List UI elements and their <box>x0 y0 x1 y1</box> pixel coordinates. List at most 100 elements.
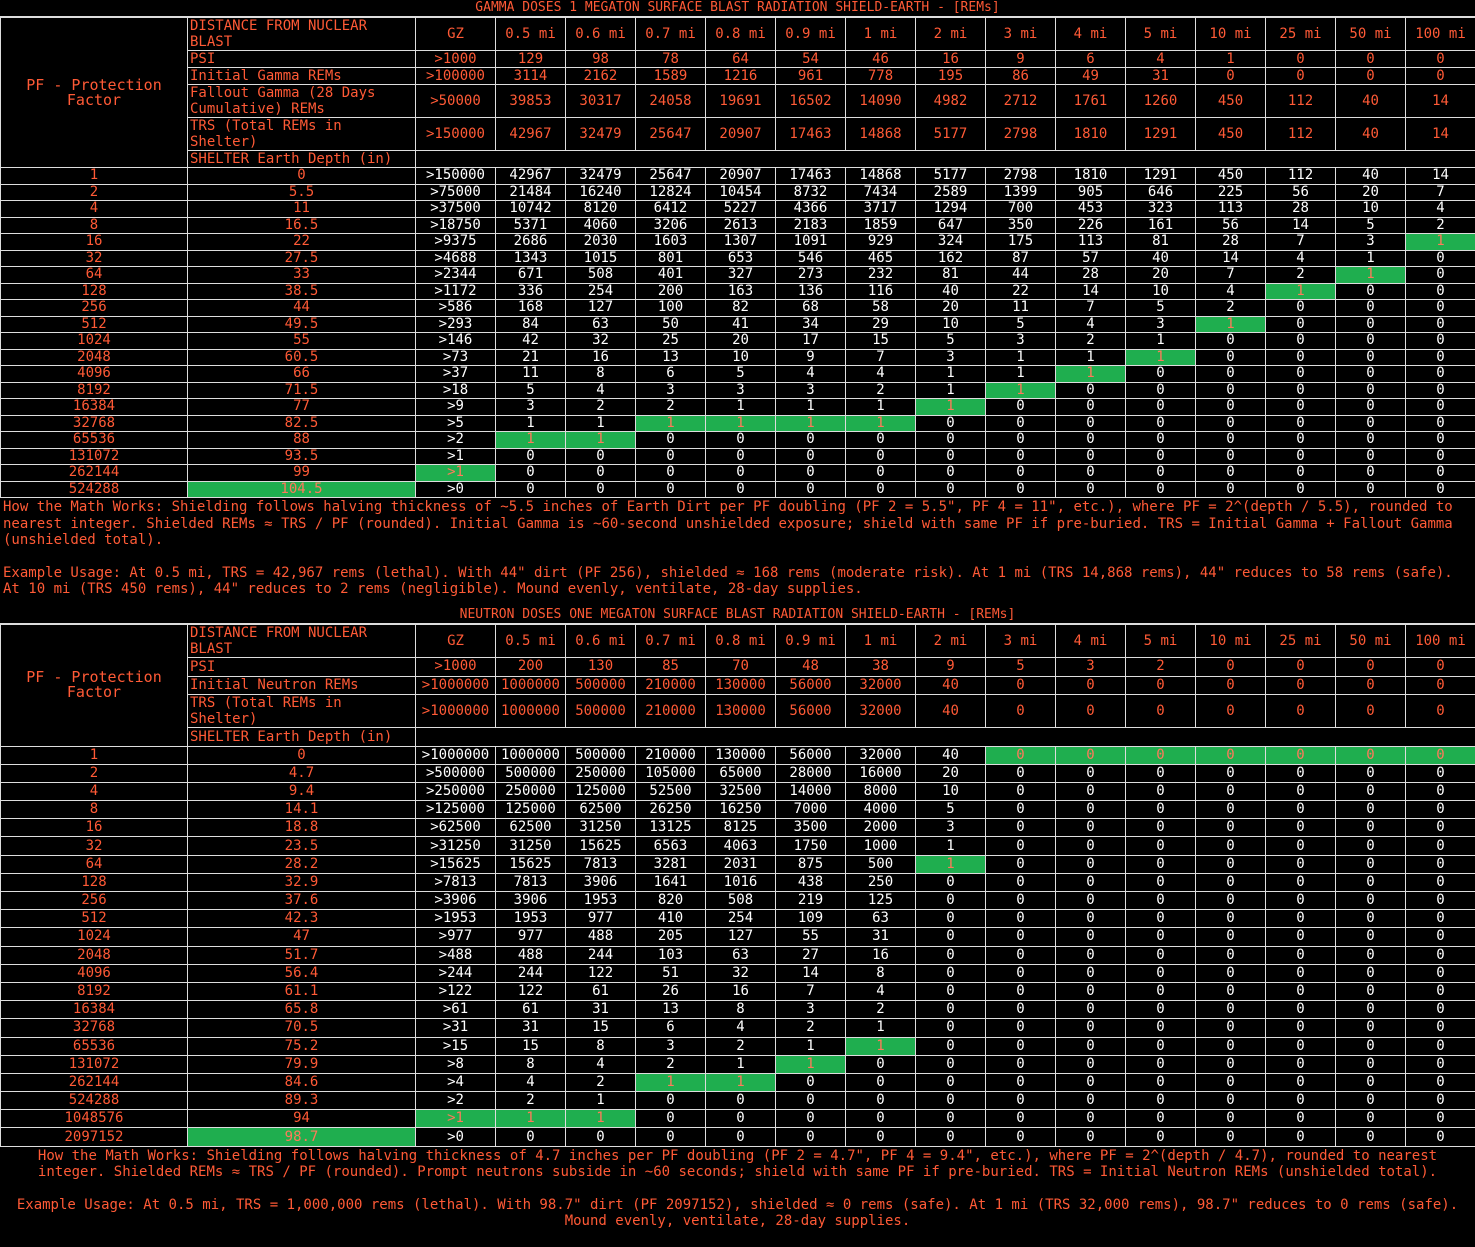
dose-value: 3 <box>496 399 566 416</box>
dose-value: 0 <box>1266 382 1336 399</box>
depth-value: 44 <box>188 300 416 317</box>
dose-value: >37500 <box>416 201 496 218</box>
header-value: 48 <box>776 658 846 677</box>
pf-value: 131072 <box>1 448 188 465</box>
dose-value: 1343 <box>496 250 566 267</box>
dose-value: 0 <box>1126 1128 1196 1146</box>
pf-value: 262144 <box>1 1073 188 1091</box>
dose-value: 42 <box>496 333 566 350</box>
dose-value: 11 <box>496 366 566 383</box>
dose-value: 7813 <box>566 855 636 873</box>
dose-value: 200 <box>636 283 706 300</box>
pf-value: 65536 <box>1 432 188 449</box>
dose-value: 336 <box>496 283 566 300</box>
pf-value: 64 <box>1 267 188 284</box>
dose-value: 0 <box>1336 382 1406 399</box>
dose-value: >15 <box>416 1037 496 1055</box>
pf-value: 2 <box>1 184 188 201</box>
header-value: 0 <box>1336 658 1406 677</box>
dose-value: 410 <box>636 910 706 928</box>
dose-value: 450 <box>1196 168 1266 185</box>
dose-value: 1 <box>1126 333 1196 350</box>
pf-value: 2048 <box>1 349 188 366</box>
depth-value: 28.2 <box>188 855 416 873</box>
header-value: 5 <box>986 658 1056 677</box>
dose-value: 5 <box>986 316 1056 333</box>
dose-value: 2686 <box>496 234 566 251</box>
dose-value: 0 <box>1406 819 1475 837</box>
depth-value: 9.4 <box>188 782 416 800</box>
header-value: 195 <box>916 68 986 85</box>
dose-value: 0 <box>1056 855 1126 873</box>
dose-value: 0 <box>566 481 636 498</box>
dose-value: 0 <box>986 448 1056 465</box>
header-value: 500000 <box>566 676 636 695</box>
dose-value: 122 <box>496 982 566 1000</box>
dose-value: 0 <box>1406 267 1475 284</box>
header-value: 32479 <box>566 118 636 151</box>
dose-value: 0 <box>846 1092 916 1110</box>
header-value: 78 <box>636 51 706 68</box>
dose-value: 0 <box>986 782 1056 800</box>
header-value: 0 <box>1266 51 1336 68</box>
dose-value: 51 <box>636 964 706 982</box>
dose-value: 4 <box>1266 250 1336 267</box>
pf-value: 512 <box>1 910 188 928</box>
dose-value: >122 <box>416 982 496 1000</box>
dose-value: 0 <box>1336 982 1406 1000</box>
dose-value: 63 <box>566 316 636 333</box>
dose-value: 1 <box>706 399 776 416</box>
dose-value: 0 <box>1266 837 1336 855</box>
dose-value: 5 <box>1126 300 1196 317</box>
dose-value: 7813 <box>496 873 566 891</box>
dose-value: 0 <box>916 910 986 928</box>
dose-value: 0 <box>1126 764 1196 782</box>
dose-value: 1 <box>916 855 986 873</box>
dose-value: 4 <box>1056 316 1126 333</box>
dose-value: 0 <box>1266 1092 1336 1110</box>
dose-value: 1307 <box>706 234 776 251</box>
dose-value: 16 <box>566 349 636 366</box>
dose-value: 32000 <box>846 746 916 764</box>
neutron-section: NEUTRON DOSES ONE MEGATON SURFACE BLAST … <box>0 607 1475 1247</box>
dose-value: >31 <box>416 1019 496 1037</box>
blank <box>416 728 1475 747</box>
header-value: 98 <box>566 51 636 68</box>
dose-value: 0 <box>1056 1037 1126 1055</box>
dose-value: 0 <box>1056 432 1126 449</box>
dose-value: 10 <box>1336 201 1406 218</box>
dose-value: 0 <box>986 873 1056 891</box>
dose-value: 2 <box>776 1019 846 1037</box>
dose-value: 1294 <box>916 201 986 218</box>
dose-value: 61 <box>496 1001 566 1019</box>
dose-value: 0 <box>1406 946 1475 964</box>
pf-value: 4 <box>1 201 188 218</box>
depth-value: 82.5 <box>188 415 416 432</box>
dose-value: 1 <box>636 415 706 432</box>
header-value: 14 <box>1406 85 1475 118</box>
dose-value: >250000 <box>416 782 496 800</box>
dose-value: 0 <box>1196 349 1266 366</box>
header-value: 2798 <box>986 118 1056 151</box>
header-value: 9 <box>986 51 1056 68</box>
dose-value: 0 <box>1336 366 1406 383</box>
dose-value: 0 <box>1406 415 1475 432</box>
dose-value: 0 <box>1266 415 1336 432</box>
dose-value: 647 <box>916 217 986 234</box>
note: How the Math Works: Shielding follows ha… <box>3 1148 1472 1181</box>
blank <box>416 151 1475 168</box>
dose-value: >293 <box>416 316 496 333</box>
header-value: 0 <box>986 676 1056 695</box>
depth-value: 66 <box>188 366 416 383</box>
dose-value: 1 <box>916 382 986 399</box>
depth-value: 38.5 <box>188 283 416 300</box>
dose-value: >9 <box>416 399 496 416</box>
header-value: 2712 <box>986 85 1056 118</box>
dose-value: 0 <box>1056 819 1126 837</box>
depth-value: 75.2 <box>188 1037 416 1055</box>
dose-value: 122 <box>566 964 636 982</box>
